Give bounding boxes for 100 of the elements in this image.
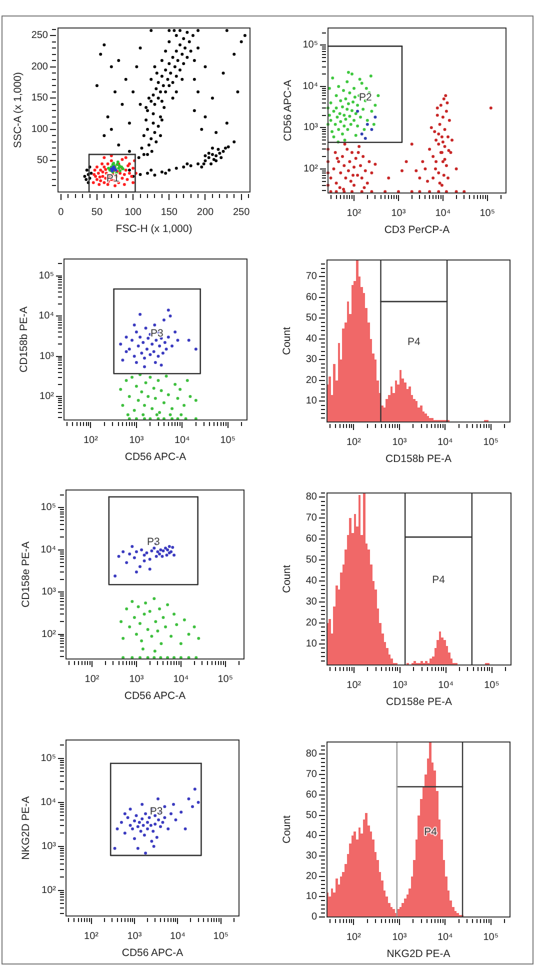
y-tick-label: 70 xyxy=(306,512,318,524)
y-tick-label: 10³ xyxy=(304,122,319,134)
y-tick-label: 10⁵ xyxy=(40,502,56,514)
x-tick-label: 10³ xyxy=(129,674,144,685)
y-axis-title: CD56 APC-A xyxy=(282,80,294,142)
y-axis-title: SSC-A (x 1,000) xyxy=(12,72,24,148)
x-tick-label: 10² xyxy=(84,931,100,942)
x-tick-label: 10² xyxy=(346,680,362,691)
x-tick-label: 10³ xyxy=(392,932,408,943)
y-tick-label: 10² xyxy=(42,884,57,896)
y-axis-title: CD158e PE-A xyxy=(20,542,32,608)
y-axis-title: NKG2D PE-A xyxy=(20,796,32,860)
y-tick-label: 10 xyxy=(306,891,318,902)
y-axis-title: Count xyxy=(281,564,293,594)
y-tick-label: 10² xyxy=(304,163,319,174)
annotation: P4 xyxy=(407,336,420,348)
x-tick-label: 10⁴ xyxy=(174,435,190,446)
y-tick-label: 60 xyxy=(306,789,318,800)
y-tick-label: 10 xyxy=(306,638,318,650)
y-tick-label: 10⁴ xyxy=(40,544,56,556)
x-tick-label: 10⁵ xyxy=(218,674,234,685)
y-tick-label: 10² xyxy=(42,628,57,640)
x-axis-title: CD158e PE-A xyxy=(386,696,452,708)
x-tick-label: 10⁴ xyxy=(438,680,454,691)
x-tick-label: 50 xyxy=(91,207,103,218)
annotation: P3 xyxy=(146,536,160,548)
y-tick-label: 50 xyxy=(306,810,318,821)
annotation: P3 xyxy=(150,327,164,340)
y-tick-label: 50 xyxy=(306,554,318,566)
y-tick-label: 10⁴ xyxy=(38,310,54,322)
x-tick-label: 10³ xyxy=(127,931,142,942)
y-tick-label: 70 xyxy=(306,769,318,780)
y-tick-label: 10⁵ xyxy=(38,270,54,282)
x-tick-label: 10² xyxy=(346,208,362,219)
x-tick-label: 10⁴ xyxy=(435,208,451,219)
y-tick-label: 50 xyxy=(306,312,318,324)
y-tick-label: 10³ xyxy=(42,586,57,598)
x-axis-title: CD3 PerCP-A xyxy=(384,224,450,236)
x-tick-label: 10³ xyxy=(392,437,408,448)
y-tick-label: 10⁵ xyxy=(40,752,56,764)
y-tick-label: 100 xyxy=(31,124,48,135)
y-tick-label: 10 xyxy=(306,396,318,407)
x-tick-label: 10⁵ xyxy=(483,932,499,943)
x-tick-label: 10³ xyxy=(391,208,406,219)
y-tick-label: 20 xyxy=(306,870,318,882)
y-tick-label: 10⁴ xyxy=(40,796,56,808)
x-axis-title: FSC-H (x 1,000) xyxy=(116,223,192,235)
y-tick-label: 250 xyxy=(31,30,48,42)
y-tick-label: 0 xyxy=(311,912,318,922)
x-tick-label: 10⁴ xyxy=(437,932,453,943)
y-tick-label: 30 xyxy=(306,354,318,366)
x-tick-label: 10⁵ xyxy=(480,208,496,219)
x-tick-label: 10² xyxy=(346,932,362,943)
y-axis-title: CD158b PE-A xyxy=(18,306,30,372)
x-tick-label: 10⁵ xyxy=(220,435,236,446)
annotation: P2 xyxy=(358,91,372,104)
y-tick-label: 40 xyxy=(306,830,318,842)
y-tick-label: 150 xyxy=(31,92,48,104)
y-tick-label: 70 xyxy=(306,271,318,282)
x-axis-title: CD56 APC-A xyxy=(124,690,186,702)
y-tick-label: 80 xyxy=(306,492,318,503)
x-tick-label: 200 xyxy=(196,207,214,218)
y-tick-label: 60 xyxy=(306,534,318,545)
x-tick-label: 10⁵ xyxy=(484,680,500,691)
x-axis-title: CD158b PE-A xyxy=(386,453,452,465)
x-tick-label: 10³ xyxy=(392,680,408,691)
x-tick-label: 10² xyxy=(84,435,99,446)
x-axis-title: CD56 APC-A xyxy=(124,451,186,463)
x-tick-label: 10⁴ xyxy=(173,674,189,685)
x-tick-label: 150 xyxy=(160,207,178,218)
y-tick-label: 10³ xyxy=(40,350,55,362)
x-tick-label: 100 xyxy=(124,207,142,218)
x-tick-label: 10² xyxy=(84,674,100,685)
y-tick-label: 20 xyxy=(306,618,318,629)
x-tick-label: 0 xyxy=(58,207,64,218)
x-tick-label: 10⁵ xyxy=(483,437,499,448)
x-tick-label: 10⁵ xyxy=(213,931,229,942)
y-tick-label: 10² xyxy=(40,390,55,402)
y-tick-label: 40 xyxy=(306,333,318,344)
y-tick-label: 60 xyxy=(306,292,318,303)
annotation: P4 xyxy=(432,574,446,586)
y-tick-label: 20 xyxy=(306,374,318,386)
x-tick-label: 250 xyxy=(232,207,250,218)
y-tick-label: 200 xyxy=(31,61,48,72)
x-tick-label: 10³ xyxy=(129,435,144,446)
y-tick-label: 80 xyxy=(306,748,318,760)
x-tick-label: 10⁴ xyxy=(170,931,186,942)
y-tick-label: 10⁵ xyxy=(302,40,318,51)
annotation: P4 xyxy=(424,826,438,838)
x-axis-title: CD56 APC-A xyxy=(122,947,184,959)
y-tick-label: 30 xyxy=(306,596,318,608)
x-tick-label: 10⁴ xyxy=(437,437,453,448)
x-tick-label: 10² xyxy=(346,437,362,448)
y-tick-label: 10⁴ xyxy=(302,80,318,92)
y-tick-label: 40 xyxy=(306,576,318,587)
y-axis-title: Count xyxy=(281,326,293,356)
y-tick-label: 30 xyxy=(306,850,318,862)
x-axis-title: NKG2D PE-A xyxy=(386,948,450,960)
y-axis-title: Count xyxy=(281,815,293,844)
y-tick-label: 50 xyxy=(36,155,48,166)
